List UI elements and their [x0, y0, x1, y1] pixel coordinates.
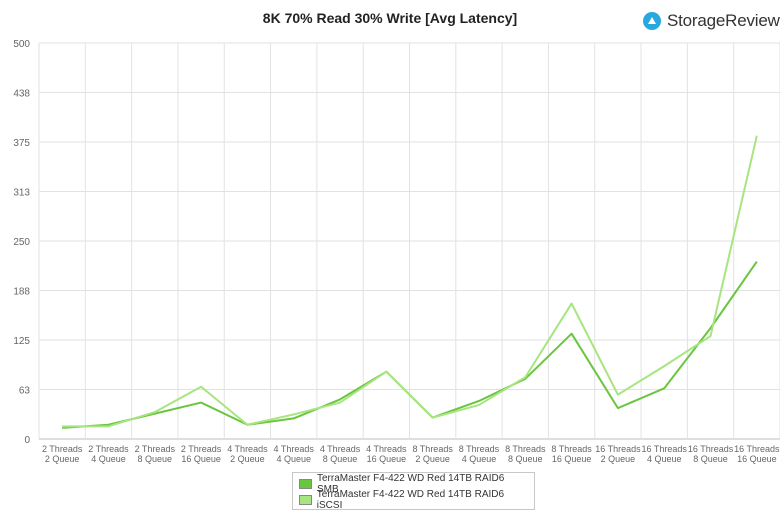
- y-tick-label: 125: [13, 336, 30, 347]
- y-tick-label: 63: [19, 386, 31, 397]
- x-tick-label: 4 Threads 2 Queue: [227, 444, 268, 464]
- y-tick-label: 438: [13, 89, 30, 100]
- x-tick-label: 4 Threads 4 Queue: [274, 444, 315, 464]
- legend-label-iscsi: TerraMaster F4-422 WD Red 14TB RAID6 iSC…: [316, 489, 505, 511]
- y-tick-label: 188: [13, 287, 30, 298]
- legend-item-iscsi[interactable]: TerraMaster F4-422 WD Red 14TB RAID6 iSC…: [299, 489, 528, 511]
- legend-swatch-smb: [299, 479, 312, 489]
- legend-label-smb: TerraMaster F4-422 WD Red 14TB RAID6 SMB: [316, 473, 505, 495]
- x-tick-label: 8 Threads 2 Queue: [412, 444, 453, 464]
- storagereview-logo-icon: [643, 12, 661, 30]
- x-tick-label: 8 Threads 4 Queue: [459, 444, 500, 464]
- x-tick-label: 2 Threads 8 Queue: [135, 444, 176, 464]
- y-tick-label: 313: [13, 188, 30, 199]
- x-tick-label: 16 Threads 16 Queue: [734, 444, 780, 464]
- y-axis-ticks: 0 63 125 188 250 313 375 438 500: [13, 39, 30, 446]
- x-tick-label: 4 Threads 8 Queue: [320, 444, 361, 464]
- x-tick-label: 4 Threads 16 Queue: [366, 444, 407, 464]
- x-tick-label: 16 Threads 2 Queue: [595, 444, 641, 464]
- legend-item-smb[interactable]: TerraMaster F4-422 WD Red 14TB RAID6 SMB: [299, 473, 528, 495]
- x-tick-label: 2 Threads 16 Queue: [181, 444, 222, 464]
- legend-swatch-iscsi: [299, 495, 312, 505]
- line-chart: 0 63 125 188 250 313 375 438 500 2 Threads 2 Queu…: [13, 39, 780, 464]
- x-tick-label: 8 Threads 8 Queue: [505, 444, 546, 464]
- x-tick-label: 8 Threads 16 Queue: [551, 444, 592, 464]
- brand-logo: StorageReview: [642, 10, 780, 32]
- x-tick-label: 16 Threads 8 Queue: [688, 444, 734, 464]
- x-tick-label: 16 Threads 4 Queue: [642, 444, 688, 464]
- brand-name: StorageReview: [667, 11, 780, 30]
- y-tick-label: 375: [13, 138, 30, 149]
- series-line-1: [62, 135, 758, 428]
- chart-grid: [38, 42, 780, 440]
- x-tick-label: 2 Threads 2 Queue: [42, 444, 83, 464]
- y-tick-label: 0: [24, 435, 30, 446]
- chart-title: 8K 70% Read 30% Write [Avg Latency]: [262, 10, 518, 26]
- series-lines: [62, 135, 758, 429]
- y-tick-label: 250: [13, 237, 30, 248]
- chart-legend: TerraMaster F4-422 WD Red 14TB RAID6 SMB…: [292, 472, 535, 511]
- x-tick-label: 2 Threads 4 Queue: [88, 444, 129, 464]
- y-tick-label: 500: [13, 39, 30, 50]
